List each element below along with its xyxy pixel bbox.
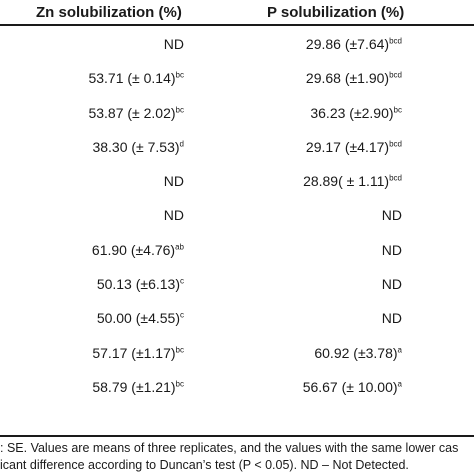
zn-value: 38.30 (± 7.53) xyxy=(92,138,180,155)
p-value: ND xyxy=(381,310,402,327)
zn-significance-letters: d xyxy=(179,139,184,149)
zn-solubilization-cell: 53.71 (± 0.14)bc xyxy=(88,70,184,86)
zn-value: 57.17 (±1.17) xyxy=(92,344,176,361)
zn-solubilization-cell: 50.13 (±6.13)c xyxy=(97,276,184,292)
zn-value: 53.71 (± 0.14) xyxy=(88,70,176,87)
table-row: ND 28.89( ± 1.11)bcd xyxy=(0,163,474,197)
table-row: 53.87 (± 2.02)bc 36.23 (±2.90)bc xyxy=(0,95,474,129)
table-body: ND 29.86 (±7.64)bcd 53.71 (± 0.14)bc 29.68 … xyxy=(0,26,474,403)
p-significance-letters: a xyxy=(397,345,402,355)
p-value: ND xyxy=(381,276,402,293)
table-row: 53.71 (± 0.14)bc 29.68 (±1.90)bcd xyxy=(0,60,474,94)
zn-solubilization-cell: ND xyxy=(164,173,184,189)
p-solubilization-cell: ND xyxy=(382,207,402,223)
zn-significance-letters: bc xyxy=(175,379,184,389)
p-solubilization-cell: 28.89( ± 1.11)bcd xyxy=(303,173,402,189)
p-value: 60.92 (±3.78) xyxy=(314,344,398,361)
zn-value: ND xyxy=(163,173,184,190)
zn-solubilization-cell: 53.87 (± 2.02)bc xyxy=(88,105,184,121)
p-significance-letters: bcd xyxy=(389,36,402,46)
zn-significance-letters: bc xyxy=(175,104,184,114)
table-row: 58.79 (±1.21)bc 56.67 (± 10.00)a xyxy=(0,369,474,403)
p-solubilization-cell: 29.17 (±4.17)bcd xyxy=(306,139,402,155)
p-value: 29.86 (±7.64) xyxy=(305,36,390,52)
zn-solubilization-cell: 50.00 (±4.55)c xyxy=(97,310,184,326)
p-value: ND xyxy=(381,207,402,224)
header-rule xyxy=(0,24,474,26)
zn-solubilization-cell: 38.30 (± 7.53)d xyxy=(92,139,184,155)
table-row: 50.00 (±4.55)c ND xyxy=(0,300,474,334)
p-significance-letters: bc xyxy=(393,104,402,114)
footnote-line-2: icant difference according to Duncan’s t… xyxy=(0,458,409,472)
table-row: ND 29.86 (±7.64)bcd xyxy=(0,26,474,60)
p-solubilization-cell: ND xyxy=(382,276,402,292)
p-value: 56.67 (± 10.00) xyxy=(302,378,398,395)
p-value: 36.23 (±2.90) xyxy=(310,104,394,121)
p-solubilization-cell: ND xyxy=(382,242,402,258)
p-value: 29.68 (±1.90) xyxy=(305,70,390,87)
table-row: 57.17 (±1.17)bc 60.92 (±3.78)a xyxy=(0,335,474,369)
table-header: Zn solubilization (%) P solubilization (… xyxy=(0,0,474,28)
zn-value: 50.00 (±4.55) xyxy=(96,310,180,327)
p-solubilization-cell: 29.68 (±1.90)bcd xyxy=(306,70,402,86)
p-solubilization-cell: ND xyxy=(382,310,402,326)
table-bottom-rule xyxy=(0,435,474,437)
p-significance-letters: a xyxy=(397,379,402,389)
p-significance-letters: bcd xyxy=(389,70,402,80)
zn-solubilization-cell: 58.79 (±1.21)bc xyxy=(92,379,184,395)
zn-significance-letters: c xyxy=(180,310,184,320)
zn-value: 58.79 (±1.21) xyxy=(92,378,176,395)
zn-value: 50.13 (±6.13) xyxy=(96,276,180,293)
zn-solubilization-header: Zn solubilization (%) xyxy=(36,4,182,21)
p-value: 29.17 (±4.17) xyxy=(305,138,390,155)
zn-value: 53.87 (± 2.02) xyxy=(88,104,176,121)
table-row: 50.13 (±6.13)c ND xyxy=(0,266,474,300)
zn-solubilization-cell: ND xyxy=(164,207,184,223)
zn-value: 61.90 (±4.76) xyxy=(91,241,176,258)
p-value: ND xyxy=(381,241,402,258)
p-solubilization-cell: 36.23 (±2.90)bc xyxy=(310,105,402,121)
p-solubilization-cell: 60.92 (±3.78)a xyxy=(314,345,402,361)
zn-significance-letters: ab xyxy=(175,242,184,252)
table-row: 38.30 (± 7.53)d 29.17 (±4.17)bcd xyxy=(0,129,474,163)
p-solubilization-header: P solubilization (%) xyxy=(267,4,405,21)
p-value: 28.89( ± 1.11) xyxy=(303,173,390,190)
p-significance-letters: bcd xyxy=(389,173,402,183)
p-solubilization-cell: 56.67 (± 10.00)a xyxy=(303,379,402,395)
table-row: ND ND xyxy=(0,197,474,231)
zn-value: ND xyxy=(163,36,184,52)
table-row: 61.90 (±4.76)ab ND xyxy=(0,232,474,266)
zn-solubilization-cell: 61.90 (±4.76)ab xyxy=(92,242,184,258)
zn-significance-letters: bc xyxy=(175,70,184,80)
zn-significance-letters: bc xyxy=(175,345,184,355)
footnote-line-1: : SE. Values are means of three replicat… xyxy=(0,441,459,455)
zn-solubilization-cell: ND xyxy=(164,36,184,52)
zn-significance-letters: c xyxy=(180,276,184,286)
zn-value: ND xyxy=(163,207,184,224)
p-solubilization-cell: 29.86 (±7.64)bcd xyxy=(306,36,402,52)
zn-solubilization-cell: 57.17 (±1.17)bc xyxy=(92,345,184,361)
p-significance-letters: bcd xyxy=(389,139,402,149)
